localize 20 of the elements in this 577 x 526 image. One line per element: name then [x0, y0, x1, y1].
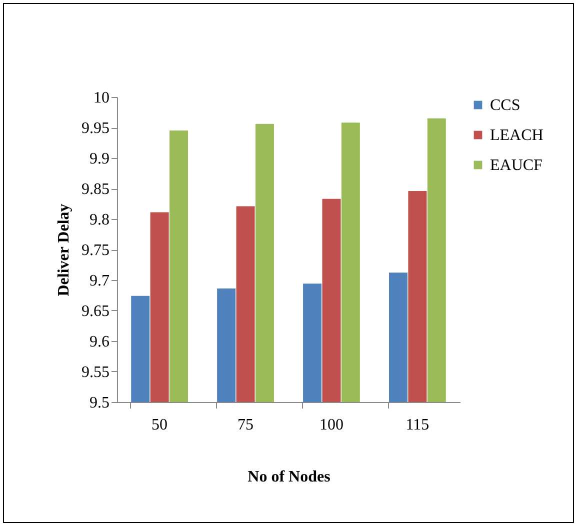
y-tick-label: 9.8: [90, 212, 110, 228]
y-tick-label: 9.75: [82, 242, 110, 259]
y-tick-label: 9.6: [90, 334, 110, 350]
y-tick-label: 9.7: [90, 272, 110, 290]
legend-label: EAUCF: [490, 157, 543, 174]
y-tick-label: 10: [94, 90, 110, 106]
x-tick-label: 100: [319, 416, 344, 434]
x-tick-label: 50: [152, 416, 168, 434]
x-tick-label: 75: [238, 416, 254, 434]
y-axis-title: Deliver Delay: [56, 204, 72, 296]
y-tick-label: 9.9: [90, 150, 110, 168]
y-tick-label: 9.95: [82, 120, 110, 137]
y-tick-label: 9.5: [90, 394, 110, 412]
y-tick-label: 9.85: [82, 181, 110, 198]
y-tick-label: 9.55: [82, 364, 110, 381]
x-tick-label: 115: [406, 416, 430, 434]
x-axis-title: No of Nodes: [248, 468, 330, 486]
legend-label: LEACH: [490, 127, 544, 144]
legend-label: CCS: [490, 97, 520, 114]
y-tick-label: 9.65: [82, 303, 110, 320]
